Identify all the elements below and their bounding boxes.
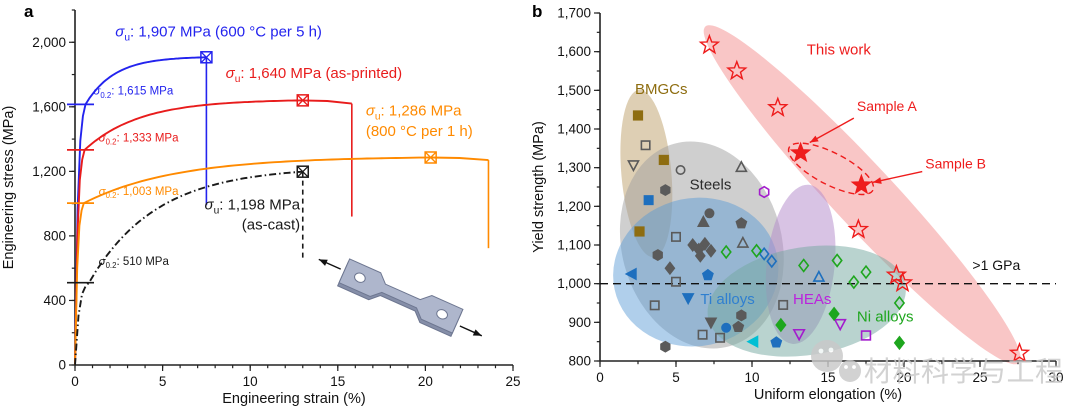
scatter-ti-alloys-cyan xyxy=(746,335,759,349)
label-heas: HEAs xyxy=(793,291,831,308)
svg-text:15: 15 xyxy=(820,370,835,385)
annotation-a-0: σu: 1,907 MPa (600 °C per 5 h) xyxy=(115,24,322,44)
curve-800C-per-1h xyxy=(67,156,490,366)
svg-text:800: 800 xyxy=(43,228,66,243)
svg-text:10: 10 xyxy=(744,370,759,385)
watermark-text: 材料科学与工程 xyxy=(864,356,1064,387)
annotation-a-5: (800 °C per 1 h) xyxy=(366,123,473,140)
alloy-family-regions xyxy=(613,25,1021,365)
svg-text:30: 30 xyxy=(1048,370,1063,385)
svg-text:1,600: 1,600 xyxy=(557,44,591,59)
svg-text:400: 400 xyxy=(43,293,66,308)
svg-text:1,200: 1,200 xyxy=(557,199,591,214)
annotation-a-6: σ0.2: 1,003 MPa xyxy=(99,186,179,200)
annotation-a-1: σ0.2: 1,615 MPa xyxy=(93,86,173,100)
scatter-ti-alloys xyxy=(624,195,826,348)
svg-text:5: 5 xyxy=(672,370,680,385)
threshold-1gpa: >1 GPa xyxy=(600,257,1056,285)
svg-text:15: 15 xyxy=(330,374,345,389)
panel-a-stress-strain-chart: 0 5 10 15 20 25 0 400 800 1,200 1,600 2,000 Engineer… xyxy=(1,9,521,407)
annotation-a-2: σu: 1,640 MPa (as-printed) xyxy=(226,65,402,85)
svg-text:1,400: 1,400 xyxy=(557,122,591,137)
b-x-axis-label: Uniform elongation (%) xyxy=(754,387,902,403)
uts-marker-as-cast xyxy=(296,165,310,178)
scatter-heas xyxy=(758,185,872,342)
b-y-axis-label: Yield strength (MPa) xyxy=(531,121,547,253)
svg-text:1,600: 1,600 xyxy=(32,99,66,114)
svg-text:800: 800 xyxy=(568,354,591,369)
svg-text:0: 0 xyxy=(71,374,79,389)
uts-marker-800C-per-1h xyxy=(424,151,437,164)
svg-text:25: 25 xyxy=(505,374,520,389)
svg-text:5: 5 xyxy=(159,374,167,389)
scatter-bmgcs xyxy=(632,110,669,237)
curve-as-printed xyxy=(67,99,353,366)
uts-marker-600C-per-5h xyxy=(200,51,213,64)
svg-text:1,200: 1,200 xyxy=(32,164,66,179)
a-y-axis-label: Engineering stress (MPa) xyxy=(1,106,17,270)
curve-as-cast xyxy=(67,170,304,366)
annotation-a-8: (as-cast) xyxy=(242,216,300,233)
svg-text:0: 0 xyxy=(58,358,66,373)
watermark: 材料科学与工程 xyxy=(811,340,1064,387)
panel-b-yield-elongation-chart: 0 5 10 15 20 25 30 800 900 1,000 1,100 1,200 1,300 1,… xyxy=(531,6,1064,404)
sample-annotation-arrows xyxy=(809,117,923,184)
tensile-specimen-illustration xyxy=(318,258,483,337)
scatter-this-work xyxy=(698,33,1031,363)
svg-text:1,300: 1,300 xyxy=(557,160,591,175)
svg-text:900: 900 xyxy=(568,315,591,330)
samples-outline xyxy=(787,142,875,196)
svg-text:0: 0 xyxy=(596,370,604,385)
svg-text:1,700: 1,700 xyxy=(557,6,591,21)
uts-marker-as-printed xyxy=(296,94,310,107)
a-tick-labels: 0 5 10 15 20 25 0 400 800 1,200 1,600 2,000 xyxy=(32,35,520,389)
label-ni-alloys: Ni alloys xyxy=(857,309,914,326)
label-sample-b: Sample B xyxy=(925,155,986,171)
loading-direction-arrows xyxy=(318,258,483,337)
a-ticks xyxy=(69,9,514,371)
svg-text:20: 20 xyxy=(418,374,433,389)
ni-alloys-region xyxy=(707,245,906,357)
wechat-logo-icon xyxy=(811,340,861,382)
svg-text:>1 GPa: >1 GPa xyxy=(972,257,1020,273)
label-sample-a: Sample A xyxy=(857,98,918,114)
label-bmgcs: BMGCs xyxy=(635,81,687,98)
annotation-a-4: σu: 1,286 MPa xyxy=(366,103,462,123)
b-ticks xyxy=(594,12,1057,367)
panel-a-tag: a xyxy=(24,2,34,21)
label-this-work: This work xyxy=(807,41,872,58)
annotation-a-7: σu: 1,198 MPa xyxy=(205,196,301,216)
curve-600C-per-5h xyxy=(67,56,208,366)
svg-text:1,100: 1,100 xyxy=(557,238,591,253)
svg-text:20: 20 xyxy=(896,370,911,385)
svg-text:25: 25 xyxy=(972,370,987,385)
label-ti-alloys: Ti alloys xyxy=(700,291,754,308)
label-steels: Steels xyxy=(690,177,732,194)
scatter-steels xyxy=(627,140,789,353)
scatter-ni-alloys xyxy=(720,243,906,351)
a-x-axis-label: Engineering strain (%) xyxy=(222,391,365,407)
annotation-a-3: σ0.2: 1,333 MPa xyxy=(99,133,179,147)
a-axes xyxy=(74,10,513,366)
svg-text:1,000: 1,000 xyxy=(557,276,591,291)
svg-text:1,500: 1,500 xyxy=(557,83,591,98)
panel-b-tag: b xyxy=(532,2,543,21)
b-tick-labels: 0 5 10 15 20 25 30 800 900 1,000 1,100 1,200 1,300 1,… xyxy=(557,6,1063,386)
svg-text:2,000: 2,000 xyxy=(32,35,66,50)
svg-text:10: 10 xyxy=(243,374,258,389)
annotation-a-9: σ0.2: 510 MPa xyxy=(99,256,170,270)
